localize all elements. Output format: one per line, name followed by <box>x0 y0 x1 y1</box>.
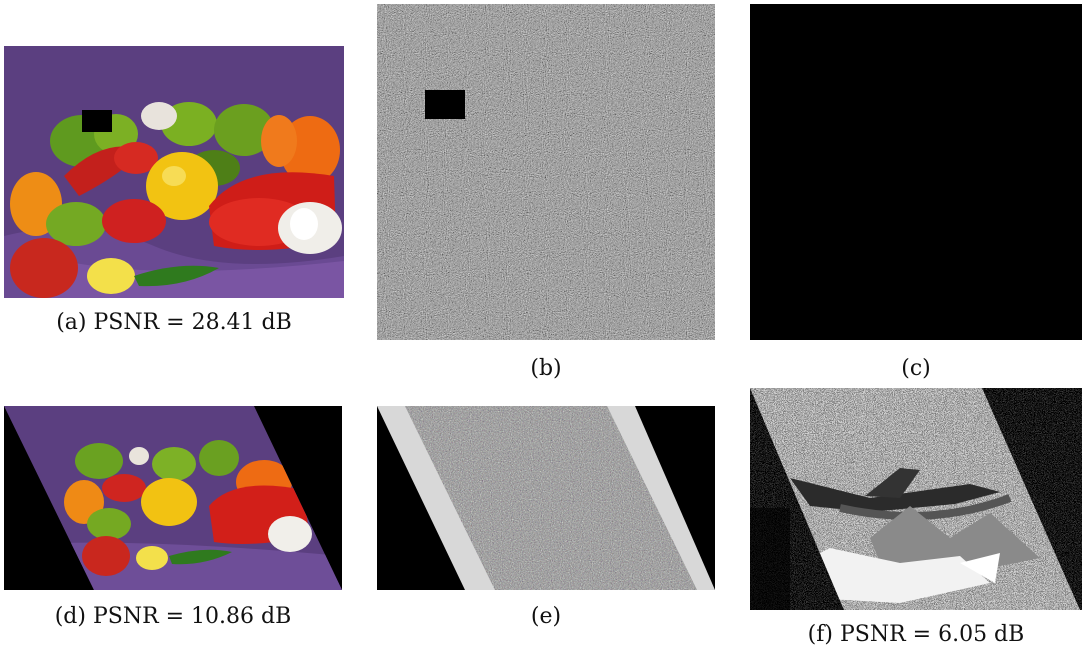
caption-e: (e) <box>530 604 562 629</box>
panel-d-image <box>4 406 342 590</box>
panel-f-image <box>750 388 1082 610</box>
sheared-noise-image <box>377 406 715 590</box>
panel-b-image <box>377 4 715 340</box>
caption-d: (d) PSNR = 10.86 dB <box>54 604 292 629</box>
noise-image <box>377 4 715 340</box>
panel-c-image <box>750 4 1082 340</box>
caption-b: (b) <box>530 356 562 381</box>
panel-a-image <box>4 46 344 298</box>
noisy-airplane-image <box>750 388 1082 610</box>
panel-e-image <box>377 406 715 590</box>
caption-c: (c) <box>901 356 931 381</box>
sheared-peppers-image <box>4 406 342 590</box>
caption-f: (f) PSNR = 6.05 dB <box>807 622 1025 647</box>
peppers-image <box>4 46 344 298</box>
caption-a: (a) PSNR = 28.41 dB <box>56 310 292 335</box>
